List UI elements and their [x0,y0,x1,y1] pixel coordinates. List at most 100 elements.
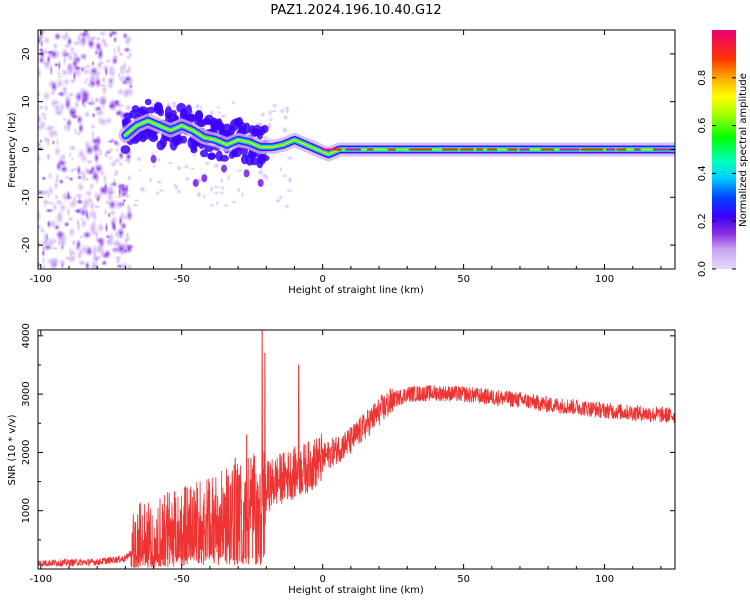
spectrogram-y-tick-label: -20 [21,237,32,253]
noise-blob [66,52,75,63]
noise-blob [279,165,283,174]
noise-blob [215,105,222,110]
noise-blob [100,259,108,267]
noise-blob [100,74,107,85]
noise-blob [267,108,273,118]
noise-blob [117,161,124,168]
spectrogram-y-tick-label: 20 [21,48,32,61]
signal-blob [200,149,209,158]
noise-blob [67,143,78,153]
noise-blob [112,198,124,211]
noise-blob [38,142,42,147]
noise-blob [120,260,130,269]
noise-blob [112,100,122,108]
spectrogram-x-tick-label: 50 [457,274,470,285]
noise-blob [38,66,43,79]
noise-blob [88,181,95,192]
noise-blob [91,112,96,119]
snr-x-tick-label: -50 [174,574,190,585]
snr-y-ticks: 1000 2000 3000 4000 [21,323,675,541]
noise-blob [75,130,82,137]
signal-blob [260,154,270,162]
noise-blob [90,141,101,155]
noise-blob [76,147,87,161]
noise-blob [138,184,147,194]
noise-blob [59,240,68,249]
noise-blob [53,61,60,68]
noise-blob [46,218,52,229]
noise-blob [53,144,62,159]
noise-blob [273,198,283,204]
signal-blob [261,124,269,134]
noise-blob [116,256,121,262]
signal-blob [219,154,229,162]
noise-blob [46,124,56,132]
noise-blob [148,176,153,184]
signal-blob [243,122,251,134]
noise-blob [123,46,132,53]
noise-blob [157,156,162,164]
noise-blob [40,188,51,197]
noise-blob [123,39,131,45]
noise-blob [70,156,75,162]
noise-blob [80,65,85,73]
noise-blob [116,230,120,240]
snr-x-label: Height of straight line (km) [288,585,424,596]
noise-blob [62,53,67,68]
noise-blob [280,125,289,135]
noise-blob [70,106,75,113]
noise-blob [56,70,61,77]
snr-y-label: SNR (10 * v/v) [7,414,18,485]
noise-blob [81,52,88,63]
colorbar-tick-label: 0.6 [697,118,708,134]
noise-blob [39,30,44,39]
noise-blob [95,242,105,253]
noise-blob [219,113,228,119]
colorbar: 0.0 0.2 0.4 0.6 0.8 Normalized spectral ampl… [697,30,749,277]
noise-blob [93,96,101,104]
signal-blob [192,178,199,187]
noise-blob [121,86,132,98]
snr-y-tick-label: 3000 [21,381,32,406]
noise-blob [222,203,231,208]
noise-blob [68,151,72,159]
noise-blob [152,163,156,169]
noise-blob [67,225,77,239]
noise-blob [283,105,291,111]
noise-blob [199,104,203,112]
noise-blob [93,151,100,164]
noise-blob [47,171,53,181]
noise-blob [90,171,101,182]
noise-blob [119,183,127,194]
noise-blob [115,140,121,149]
snr-x-tick-label: 100 [595,574,614,585]
noise-blob [188,166,196,171]
noise-blob [54,77,65,90]
noise-blob [57,59,61,73]
spectrogram-x-tick-label: 0 [319,274,325,285]
noise-blob [38,113,43,126]
noise-blob [212,185,221,189]
colorbar-tick-label: 0.2 [697,213,708,229]
noise-blob [155,179,163,185]
noise-blob [106,77,117,82]
noise-blob [76,181,86,193]
signal-blob [190,146,198,154]
signal-blob [120,145,131,154]
noise-blob [63,221,71,228]
noise-blob [59,152,68,162]
noise-blob [69,167,76,174]
noise-blob [122,198,127,203]
noise-blob [101,40,110,49]
noise-blob [46,152,50,163]
noise-blob [45,49,56,56]
spectrogram-y-label: Frequency (Hz) [7,112,18,188]
noise-blob [103,206,108,218]
signal-blob [146,106,156,114]
noise-blob [235,168,245,173]
signal-blob [157,108,164,117]
noise-blob [89,224,97,237]
noise-blob [66,205,71,219]
noise-blob [119,69,126,76]
spectrogram-x-label: Height of straight line (km) [288,285,424,296]
